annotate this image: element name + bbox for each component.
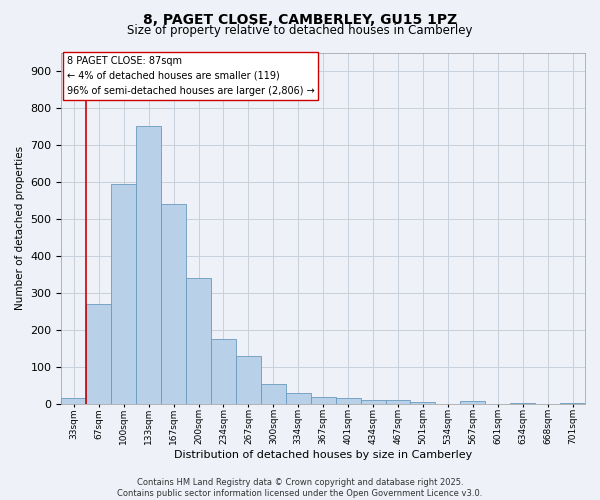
- Bar: [261, 384, 286, 404]
- Bar: [111, 184, 136, 404]
- Text: 8 PAGET CLOSE: 87sqm
← 4% of detached houses are smaller (119)
96% of semi-detac: 8 PAGET CLOSE: 87sqm ← 4% of detached ho…: [67, 56, 314, 96]
- Bar: [161, 204, 186, 404]
- Bar: [361, 400, 386, 404]
- Bar: [560, 403, 585, 404]
- Text: Size of property relative to detached houses in Camberley: Size of property relative to detached ho…: [127, 24, 473, 37]
- Bar: [236, 356, 261, 404]
- Text: Contains HM Land Registry data © Crown copyright and database right 2025.
Contai: Contains HM Land Registry data © Crown c…: [118, 478, 482, 498]
- Bar: [86, 304, 111, 404]
- Bar: [186, 278, 211, 404]
- Text: 8, PAGET CLOSE, CAMBERLEY, GU15 1PZ: 8, PAGET CLOSE, CAMBERLEY, GU15 1PZ: [143, 12, 457, 26]
- Bar: [286, 393, 311, 404]
- X-axis label: Distribution of detached houses by size in Camberley: Distribution of detached houses by size …: [174, 450, 472, 460]
- Bar: [136, 126, 161, 404]
- Bar: [211, 339, 236, 404]
- Bar: [410, 402, 436, 404]
- Bar: [510, 403, 535, 404]
- Y-axis label: Number of detached properties: Number of detached properties: [15, 146, 25, 310]
- Bar: [460, 401, 485, 404]
- Bar: [311, 396, 335, 404]
- Bar: [386, 400, 410, 404]
- Bar: [61, 398, 86, 404]
- Bar: [335, 398, 361, 404]
